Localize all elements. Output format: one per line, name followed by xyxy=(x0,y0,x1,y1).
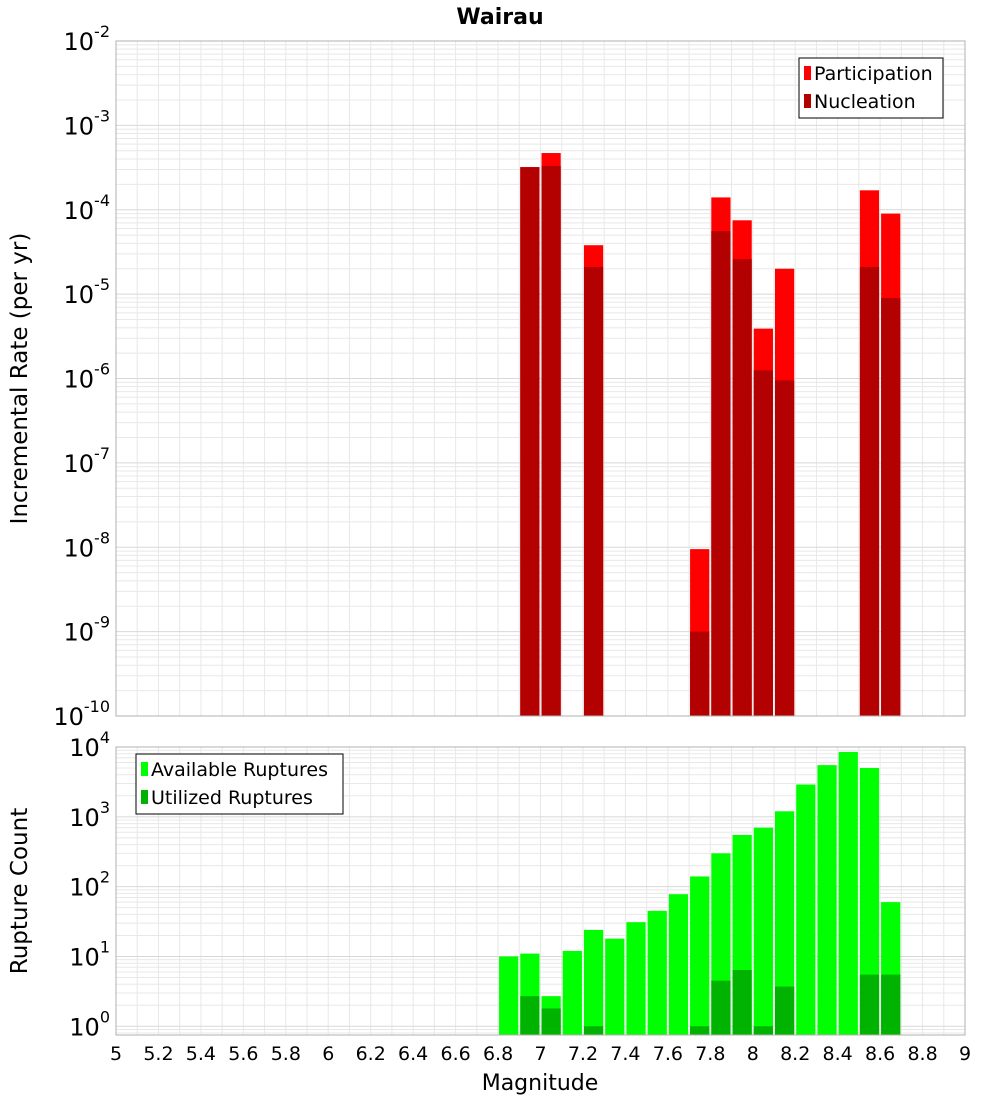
bar-available-ruptures xyxy=(562,950,582,1035)
y-tick-label: 10-2 xyxy=(64,22,111,56)
bar-nucleation xyxy=(859,266,880,716)
legend-box xyxy=(798,57,944,119)
y-tick-label: 104 xyxy=(69,728,110,762)
chart-title: Wairau xyxy=(456,5,543,30)
y-tick-label: 10-6 xyxy=(64,360,111,394)
bar-utilized-ruptures xyxy=(732,969,752,1035)
bar-utilized-ruptures xyxy=(583,1026,604,1035)
bar-utilized-ruptures xyxy=(859,974,880,1035)
legend-label: Nucleation xyxy=(814,91,916,113)
plot-panel-top: 10-10 10-9 10-8 10-7 10-6 10-5 10-4 10-3 10-2 Inc… xyxy=(7,22,966,731)
bar-available-ruptures xyxy=(605,938,625,1035)
x-tick-label: 9 xyxy=(959,1043,971,1065)
bar-available-ruptures xyxy=(817,765,837,1035)
x-tick-label: 5 xyxy=(110,1043,122,1065)
y-tick-labels: 10-10 10-9 10-8 10-7 10-6 10-5 10-4 10-3 10-2 xyxy=(53,22,110,731)
y-tick-label: 10-10 xyxy=(53,697,110,731)
legend-box xyxy=(135,753,344,815)
y-axis-label-bottom: Rupture Count xyxy=(7,808,33,974)
y-tick-label: 10-8 xyxy=(64,528,111,562)
y-tick-label: 10-7 xyxy=(64,444,111,478)
legend-label: Utilized Ruptures xyxy=(151,787,313,809)
bar-available-ruptures xyxy=(583,929,604,1035)
bars-top xyxy=(520,153,901,717)
x-tick-label: 5.2 xyxy=(143,1043,173,1065)
y-tick-label: 10-3 xyxy=(64,106,111,140)
y-axis-label-top: Incremental Rate (per yr) xyxy=(7,233,33,525)
bar-utilized-ruptures xyxy=(753,1026,773,1035)
bar-utilized-ruptures xyxy=(881,974,901,1035)
x-tick-label: 8 xyxy=(747,1043,759,1065)
bar-utilized-ruptures xyxy=(711,980,731,1035)
x-axis-label: Magnitude xyxy=(482,1071,599,1096)
x-tick-label: 8.6 xyxy=(865,1043,895,1065)
bar-available-ruptures xyxy=(690,876,710,1035)
y-tick-label: 103 xyxy=(69,798,110,832)
x-tick-label: 7.6 xyxy=(653,1043,683,1065)
legend-label: Participation xyxy=(814,63,933,85)
bar-utilized-ruptures xyxy=(541,1008,561,1035)
bar-available-ruptures xyxy=(668,894,689,1035)
x-tick-label: 8.2 xyxy=(780,1043,810,1065)
y-tick-label: 102 xyxy=(69,868,110,902)
x-tick-label: 8.8 xyxy=(907,1043,937,1065)
legend-top: Participation Nucleation xyxy=(798,57,944,119)
legend-swatch xyxy=(804,94,811,108)
legend-bottom: Available Ruptures Utilized Ruptures xyxy=(135,753,344,815)
x-tick-label: 6 xyxy=(322,1043,334,1065)
bar-nucleation xyxy=(753,370,773,716)
bar-nucleation xyxy=(583,266,604,716)
bars-bottom xyxy=(499,751,901,1035)
bar-utilized-ruptures xyxy=(520,996,540,1035)
x-tick-label: 7.8 xyxy=(695,1043,725,1065)
y-tick-label: 10-5 xyxy=(64,275,111,309)
bar-nucleation xyxy=(711,230,731,716)
plots-layer: 10-10 10-9 10-8 10-7 10-6 10-5 10-4 10-3 10-2 Inc… xyxy=(7,22,971,1065)
x-tick-label: 6.2 xyxy=(356,1043,386,1065)
x-tick-label: 5.6 xyxy=(228,1043,258,1065)
bar-nucleation xyxy=(520,167,540,716)
plot-panel-bottom: 100 101 102 103 104 Rupture Count Available Ru… xyxy=(7,728,966,1041)
y-tick-label: 101 xyxy=(69,937,110,971)
bar-available-ruptures xyxy=(647,910,667,1035)
bar-available-ruptures xyxy=(774,811,795,1035)
bar-utilized-ruptures xyxy=(774,986,795,1035)
x-tick-label: 6.6 xyxy=(440,1043,470,1065)
x-tick-label: 7 xyxy=(534,1043,546,1065)
bar-available-ruptures xyxy=(838,751,858,1035)
x-tick-label: 8.4 xyxy=(823,1043,853,1065)
legend-swatch xyxy=(141,762,148,776)
x-tick-label: 7.2 xyxy=(568,1043,598,1065)
bar-utilized-ruptures xyxy=(690,1026,710,1035)
y-tick-label: 10-4 xyxy=(64,191,111,225)
x-tick-label: 6.4 xyxy=(398,1043,428,1065)
bar-nucleation xyxy=(732,259,752,716)
bar-nucleation xyxy=(690,631,710,716)
y-tick-labels: 100 101 102 103 104 xyxy=(69,728,110,1041)
x-tick-label: 5.4 xyxy=(186,1043,216,1065)
bar-available-ruptures xyxy=(796,784,816,1035)
x-tick-label: 7.4 xyxy=(610,1043,640,1065)
legend-swatch xyxy=(141,790,148,804)
x-tick-labels: 5 5.2 5.4 5.6 5.8 6 6.2 6.4 6.6 6.8 7 7.2 7.4 7.6 7.8 8… xyxy=(110,1043,971,1065)
x-tick-label: 6.8 xyxy=(483,1043,513,1065)
legend-swatch xyxy=(804,66,811,80)
x-tick-label: 5.8 xyxy=(271,1043,301,1065)
y-tick-label: 10-9 xyxy=(64,613,111,647)
bar-nucleation xyxy=(541,166,561,717)
bar-available-ruptures xyxy=(499,956,519,1035)
bar-available-ruptures xyxy=(859,768,880,1035)
legend-label: Available Ruptures xyxy=(151,759,328,781)
bar-nucleation xyxy=(881,297,901,716)
bar-available-ruptures xyxy=(753,827,773,1035)
plot-border xyxy=(115,40,966,717)
bar-nucleation xyxy=(774,380,795,716)
bar-available-ruptures xyxy=(626,922,646,1035)
plot-border xyxy=(115,746,966,1036)
y-tick-label: 100 xyxy=(69,1007,110,1041)
